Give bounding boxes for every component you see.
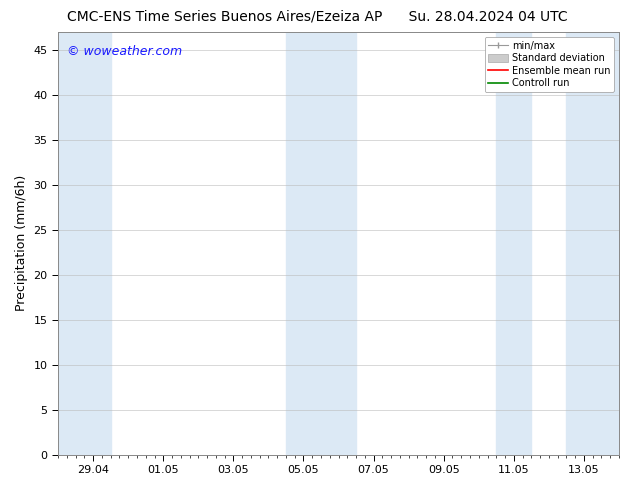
Legend: min/max, Standard deviation, Ensemble mean run, Controll run: min/max, Standard deviation, Ensemble me… xyxy=(484,37,614,92)
Bar xyxy=(286,32,356,455)
Bar xyxy=(496,32,531,455)
Text: © woweather.com: © woweather.com xyxy=(67,45,181,58)
Bar xyxy=(58,32,111,455)
Bar xyxy=(566,32,619,455)
Y-axis label: Precipitation (mm/6h): Precipitation (mm/6h) xyxy=(15,175,28,312)
Text: CMC-ENS Time Series Buenos Aires/Ezeiza AP      Su. 28.04.2024 04 UTC: CMC-ENS Time Series Buenos Aires/Ezeiza … xyxy=(67,10,567,24)
